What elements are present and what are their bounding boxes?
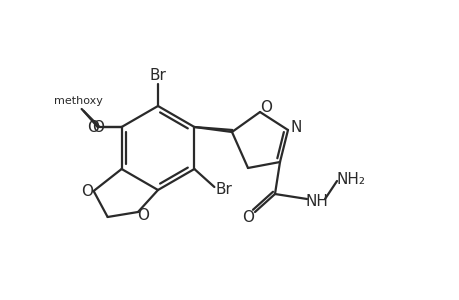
Text: O: O: [86, 119, 98, 134]
Text: O: O: [259, 100, 271, 115]
Text: N: N: [290, 121, 301, 136]
Text: O: O: [241, 209, 253, 224]
Text: O: O: [137, 208, 149, 223]
Text: NH₂: NH₂: [336, 172, 365, 187]
Text: O: O: [91, 119, 103, 134]
Text: NH: NH: [305, 194, 328, 208]
Text: Br: Br: [215, 182, 232, 197]
Text: Br: Br: [149, 68, 166, 83]
Text: methoxy: methoxy: [54, 96, 103, 106]
Text: O: O: [80, 184, 92, 199]
